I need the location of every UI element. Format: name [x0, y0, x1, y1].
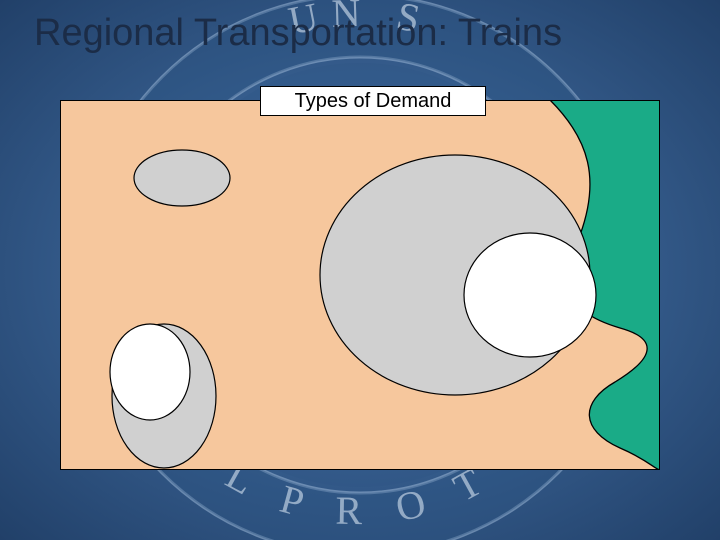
slide-title: Regional Transportation: Trains — [34, 12, 562, 55]
diagram-subtitle-text: Types of Demand — [295, 90, 452, 113]
diagram-panel: Types of Demand — [60, 100, 660, 470]
demand-map-diagram — [60, 100, 660, 470]
diagram-subtitle-bar: Types of Demand — [260, 86, 486, 116]
